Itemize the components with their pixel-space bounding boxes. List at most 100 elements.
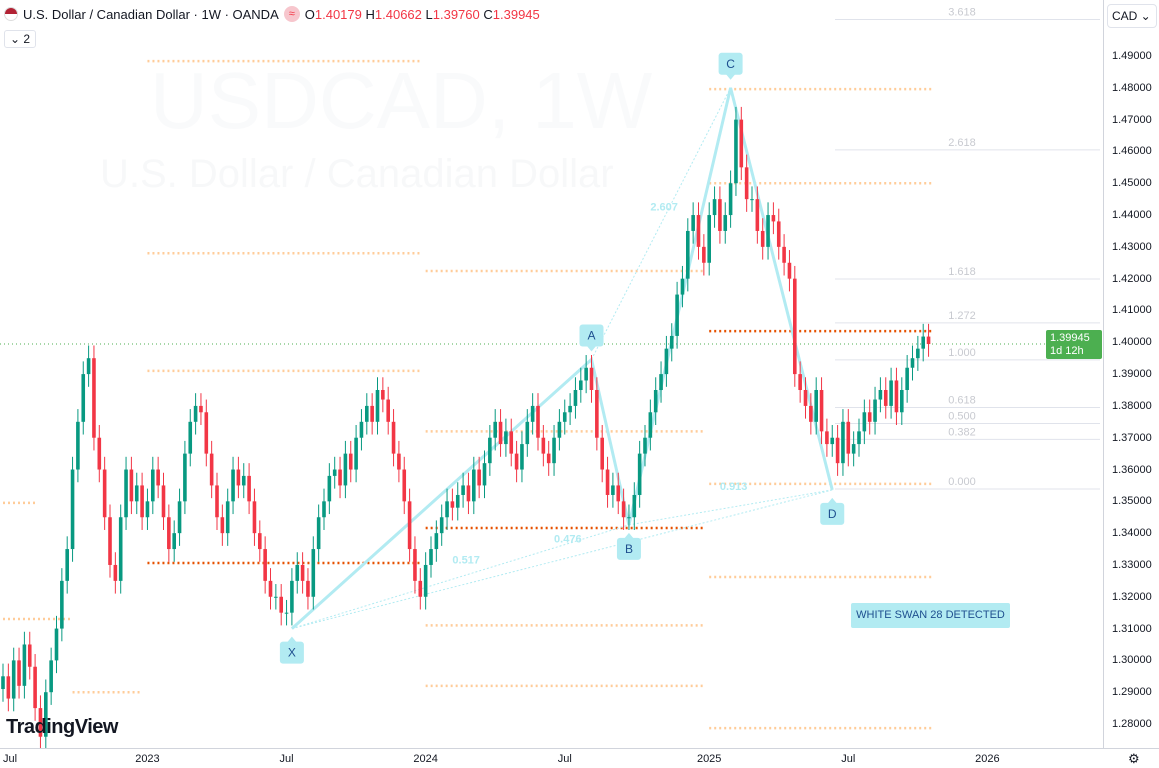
candle-body bbox=[65, 549, 69, 581]
candle bbox=[472, 456, 476, 515]
candle-body bbox=[750, 199, 754, 201]
price-tick-label: 1.48000 bbox=[1112, 81, 1152, 94]
price-axis[interactable]: 1.49000 1.48000 1.47000 1.46000 1.45000 1.440… bbox=[1103, 0, 1159, 748]
candle bbox=[520, 431, 524, 483]
candle-body bbox=[926, 336, 931, 345]
candle-body bbox=[734, 119, 738, 184]
watermark-name: U.S. Dollar / Canadian Dollar bbox=[100, 152, 614, 196]
chart-plot-area[interactable]: 3.618 2.618 1.618 1.272 1.000 0.618 0.500 0.382… bbox=[0, 0, 1103, 748]
pattern-ratio-label: 0.476 bbox=[554, 534, 582, 546]
candle-body bbox=[445, 501, 449, 518]
candle bbox=[648, 399, 653, 451]
candle-body bbox=[718, 199, 722, 231]
candle bbox=[873, 386, 877, 435]
candle-body bbox=[766, 215, 770, 247]
candle-body bbox=[857, 431, 861, 445]
currency-select[interactable]: CAD ⌄ bbox=[1107, 4, 1157, 28]
candle-body bbox=[1, 676, 5, 690]
candle bbox=[381, 377, 385, 413]
candle-body bbox=[81, 374, 86, 422]
candle-body bbox=[290, 580, 294, 613]
candle bbox=[776, 208, 781, 260]
candle bbox=[627, 504, 631, 530]
candle-body bbox=[279, 596, 283, 613]
candle-body bbox=[113, 564, 118, 581]
candle bbox=[44, 679, 48, 748]
candle bbox=[819, 377, 824, 445]
candle bbox=[22, 631, 27, 699]
price-tick-label: 1.30000 bbox=[1112, 654, 1152, 667]
candle-body bbox=[648, 412, 653, 438]
candle-body bbox=[552, 437, 556, 464]
candle bbox=[514, 440, 519, 483]
candle-body bbox=[418, 580, 423, 597]
candle-body bbox=[707, 215, 711, 263]
pattern-point-label: C bbox=[726, 57, 735, 71]
candle-body bbox=[776, 221, 781, 247]
settings-icon[interactable]: ⚙ bbox=[1128, 751, 1140, 766]
candle-body bbox=[455, 494, 460, 508]
pattern-ratio-line bbox=[591, 87, 732, 360]
candle bbox=[595, 377, 599, 451]
candle-body bbox=[124, 469, 128, 518]
time-tick-label: 2023 bbox=[135, 753, 160, 765]
candle bbox=[771, 202, 776, 235]
candle-body bbox=[6, 676, 11, 699]
candle-body bbox=[423, 564, 428, 597]
candle-body bbox=[397, 453, 401, 470]
candle bbox=[878, 377, 883, 413]
candle bbox=[712, 186, 717, 228]
symbol-title[interactable]: U.S. Dollar / Canadian Dollar · 1W · OAN… bbox=[23, 6, 279, 22]
candle-body bbox=[488, 437, 492, 464]
candle-body bbox=[579, 380, 583, 391]
indicators-toggle-button[interactable]: ⌄ 2 bbox=[4, 30, 37, 48]
tradingview-logo[interactable]: TradingView bbox=[6, 716, 118, 738]
candle-body bbox=[11, 660, 16, 699]
fib-label: 0.382 bbox=[948, 426, 976, 438]
candle-body bbox=[151, 469, 155, 502]
candle-body bbox=[846, 421, 851, 454]
price-tick-label: 1.44000 bbox=[1112, 209, 1152, 222]
candle-body bbox=[343, 453, 348, 486]
candle bbox=[247, 463, 251, 515]
candle-body bbox=[44, 692, 48, 737]
price-tick-label: 1.42000 bbox=[1112, 272, 1152, 285]
candle-body bbox=[252, 501, 257, 534]
candle bbox=[461, 472, 465, 508]
candle bbox=[739, 106, 744, 181]
candle-body bbox=[862, 412, 867, 432]
candle bbox=[718, 186, 722, 244]
candle-body bbox=[247, 475, 251, 502]
candle bbox=[798, 361, 802, 403]
price-tick-label: 1.35000 bbox=[1112, 495, 1152, 508]
candle bbox=[691, 202, 695, 244]
candle bbox=[755, 186, 760, 244]
candle bbox=[814, 377, 818, 435]
candle-body bbox=[867, 412, 872, 422]
candle bbox=[568, 393, 572, 425]
candle-body bbox=[461, 485, 465, 495]
bar-countdown: 1d 12h bbox=[1050, 345, 1084, 357]
candle bbox=[910, 345, 915, 381]
candle-body bbox=[659, 374, 663, 391]
candle-body bbox=[916, 348, 920, 359]
candle-body bbox=[327, 475, 332, 502]
candle bbox=[830, 424, 835, 457]
pattern-point-label: B bbox=[625, 542, 633, 556]
time-axis[interactable]: Jul 2023 Jul 2024 Jul 2025 Jul 2026 bbox=[0, 748, 1159, 768]
candle bbox=[926, 323, 931, 357]
candle bbox=[76, 409, 80, 483]
candle bbox=[632, 482, 637, 530]
candle-body bbox=[675, 294, 679, 336]
candle-body bbox=[172, 533, 176, 550]
candle-body bbox=[439, 517, 444, 534]
candle bbox=[434, 520, 439, 562]
candle-body bbox=[391, 421, 396, 454]
candle bbox=[835, 424, 840, 476]
candle bbox=[65, 536, 69, 594]
candle-body bbox=[204, 412, 209, 454]
candle-body bbox=[295, 564, 300, 581]
candle-body bbox=[514, 453, 519, 470]
candle bbox=[760, 218, 765, 260]
candle bbox=[867, 399, 872, 435]
